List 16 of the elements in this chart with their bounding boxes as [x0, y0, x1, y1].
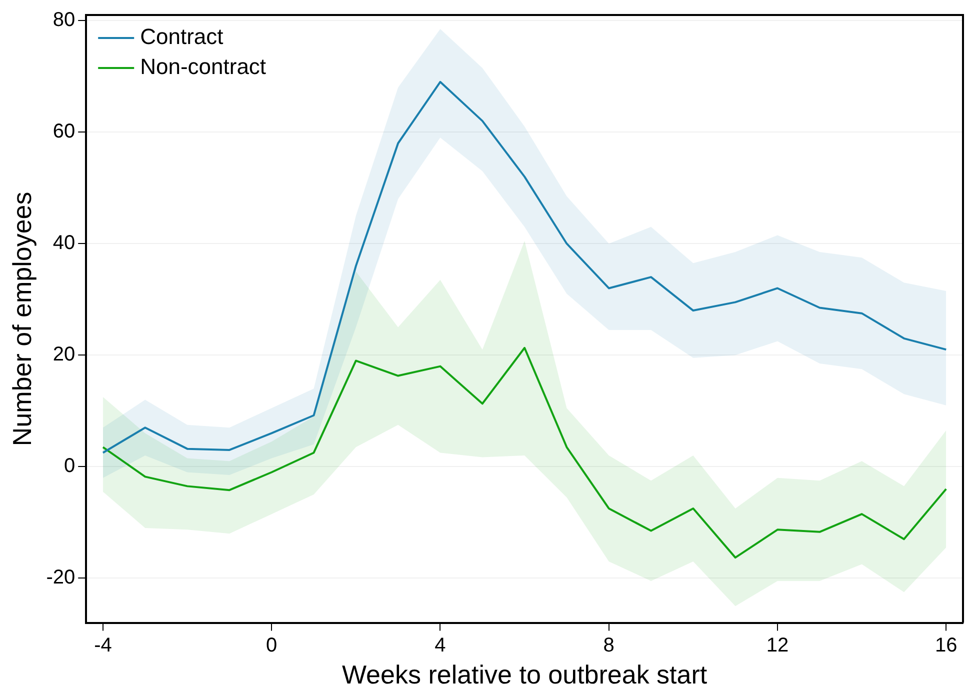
x-tick-label: 0 — [266, 634, 278, 656]
x-tick-label: 4 — [434, 634, 446, 656]
x-tick-label: 12 — [766, 634, 789, 656]
x-tick-label: 16 — [935, 634, 958, 656]
x-tick-label: -4 — [94, 634, 112, 656]
y-tick-label: 0 — [64, 455, 76, 478]
y-tick-label: 40 — [52, 232, 76, 254]
legend-label: Contract — [140, 24, 224, 50]
y-tick-label: -20 — [46, 566, 76, 589]
y-tick-label: 20 — [52, 344, 76, 366]
y-tick-label: 80 — [52, 9, 76, 32]
y-axis-title: Number of employees — [6, 192, 37, 446]
y-tick-label: 60 — [52, 120, 76, 143]
x-tick-label: 8 — [603, 634, 614, 656]
legend-label: Non-contract — [140, 54, 266, 80]
x-axis-title: Weeks relative to outbreak start — [342, 660, 708, 690]
